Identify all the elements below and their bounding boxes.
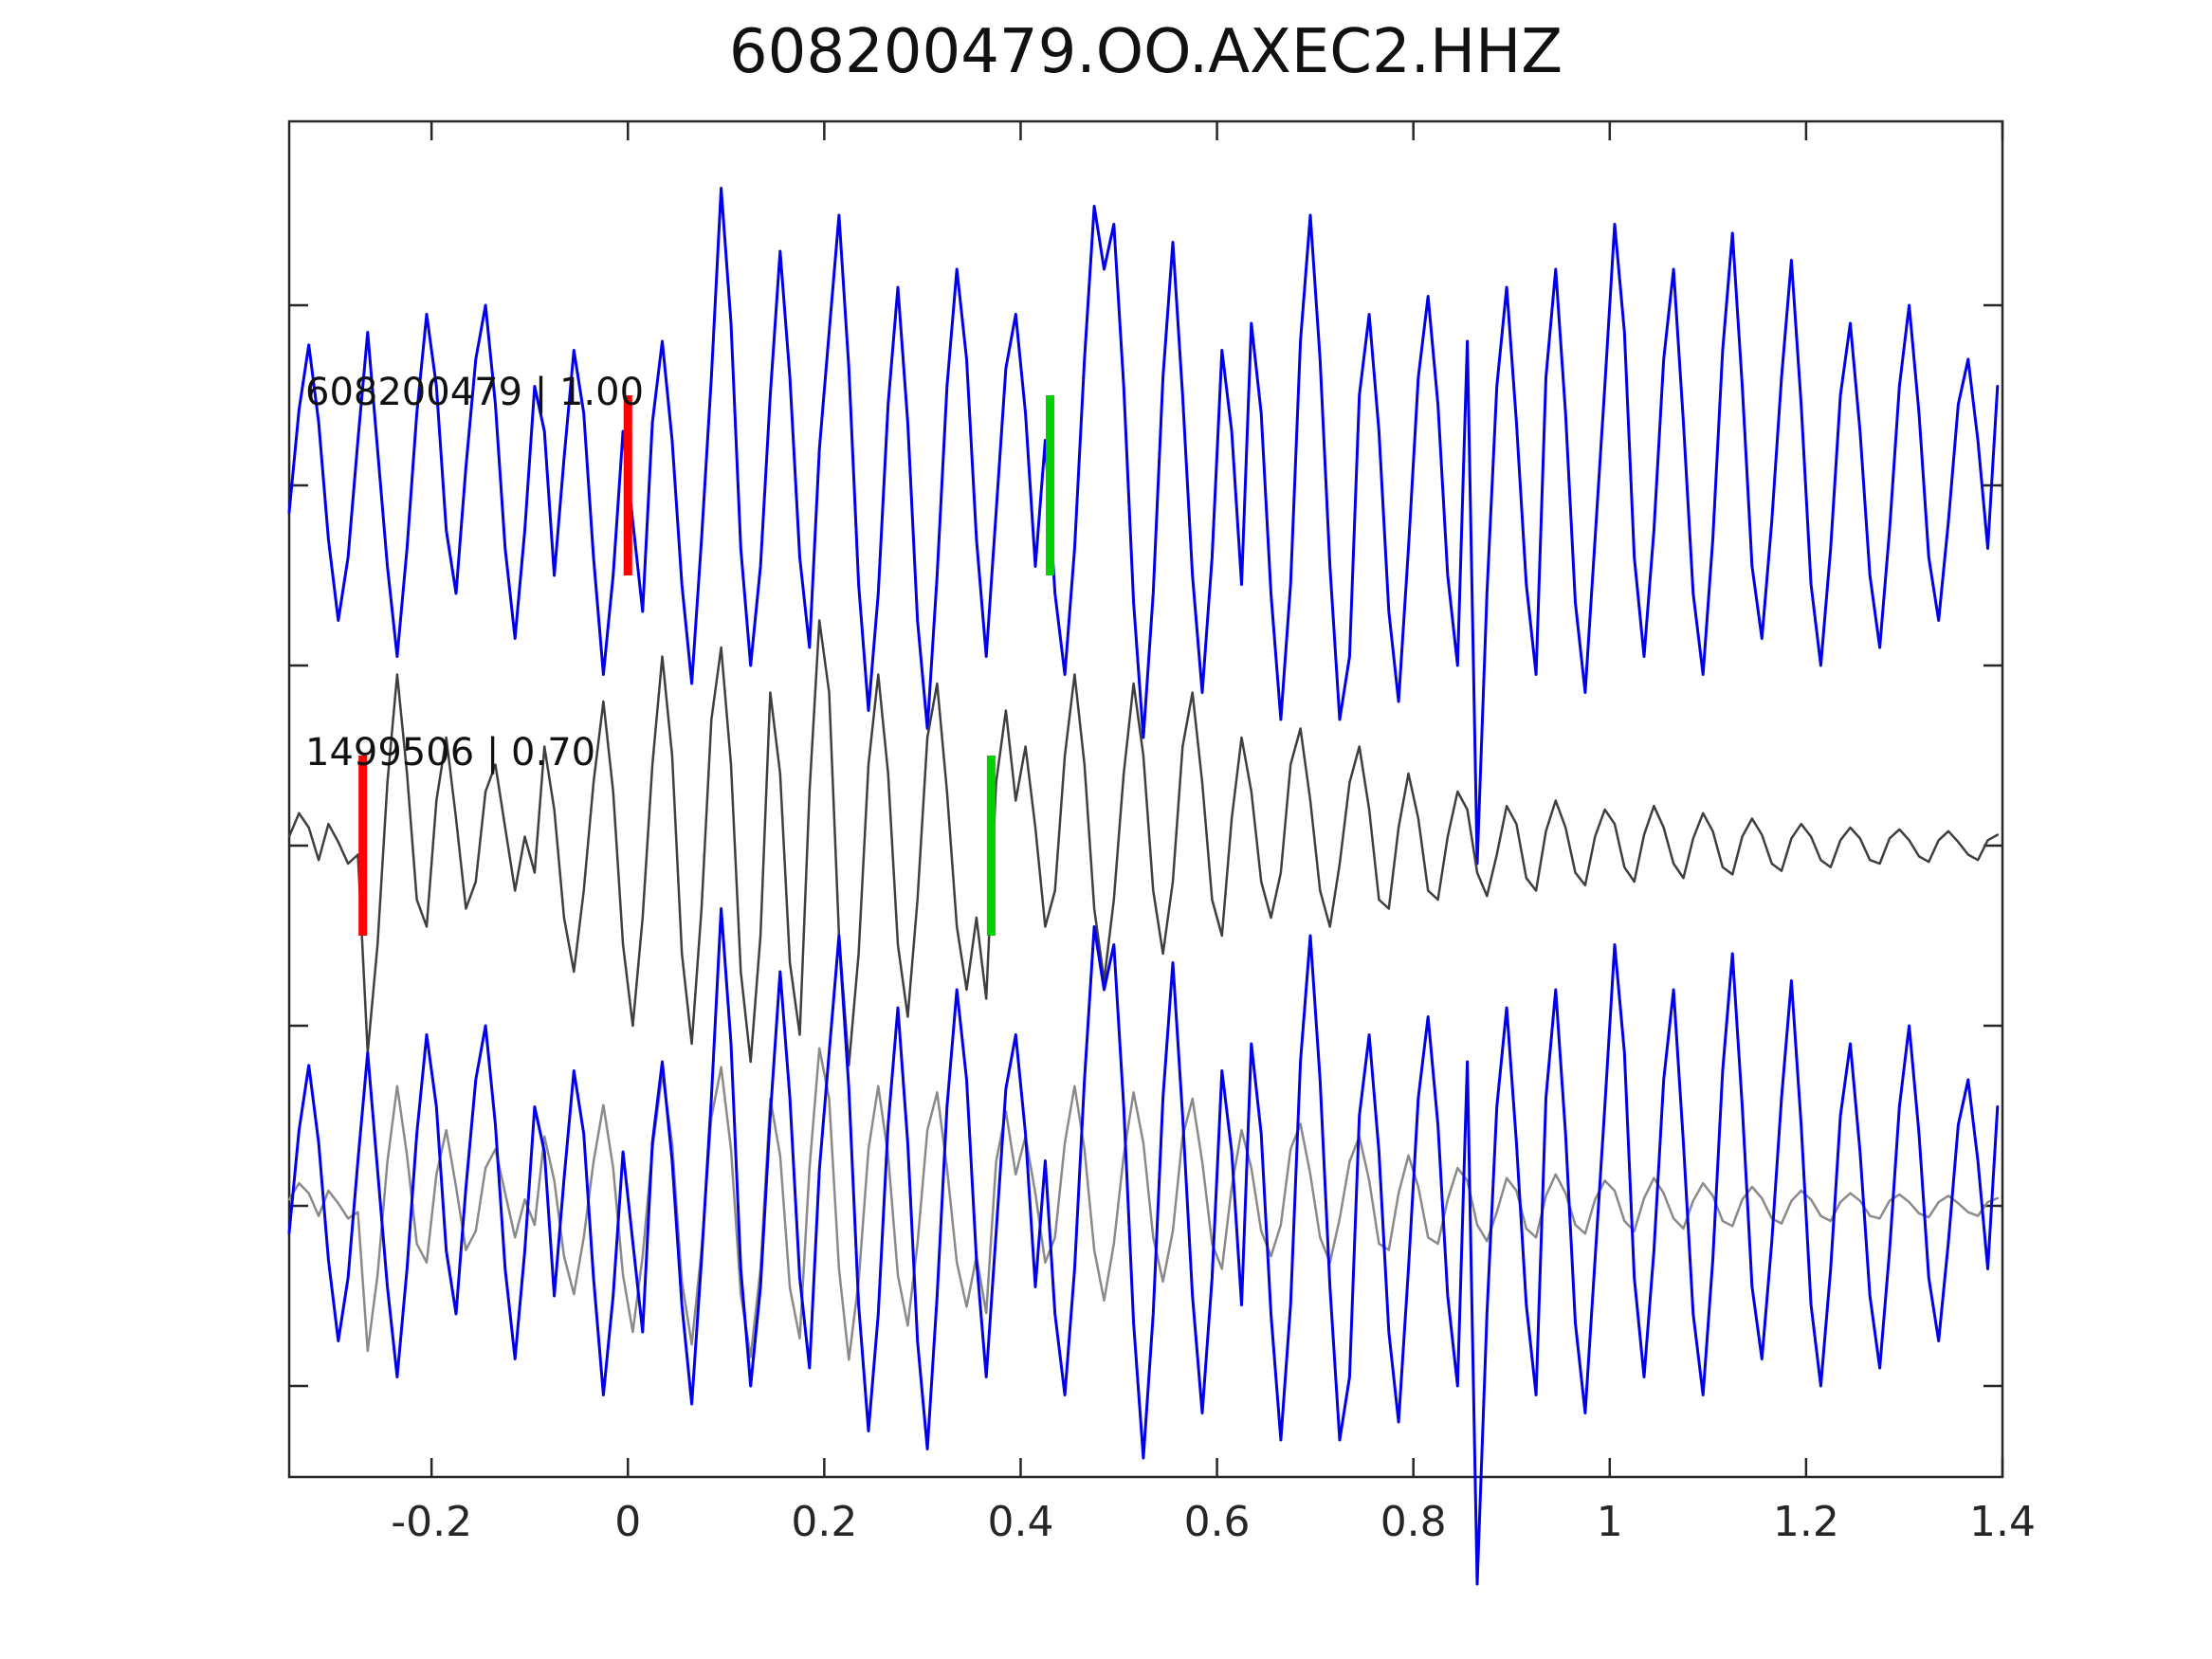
overlay-waveform	[287, 907, 2000, 1586]
detection-waveform	[287, 187, 2000, 866]
x-tick-label: 0.4	[987, 1498, 1053, 1546]
overlay-waveform	[287, 1047, 2000, 1361]
x-tick-label: 1.2	[1773, 1498, 1839, 1546]
plot-title: 608200479.OO.AXEC2.HHZ	[728, 17, 1563, 87]
x-tick-label: 0.6	[1184, 1498, 1251, 1546]
x-tick-label: 0.8	[1380, 1498, 1447, 1546]
x-tick-label: 0.2	[791, 1498, 857, 1546]
x-tick-label: 1.4	[1969, 1498, 2036, 1546]
template-pick-marker	[986, 756, 996, 936]
detection-trace-label: 608200479 | 1.00	[305, 371, 645, 414]
detection-pick-marker	[1046, 395, 1055, 575]
x-tick-label: -0.2	[391, 1498, 472, 1546]
x-tick-label: 1	[1597, 1498, 1623, 1546]
template-pick-marker	[358, 756, 368, 936]
detection-pick-marker	[623, 395, 632, 575]
template-waveform	[287, 619, 2000, 1067]
template-trace-label: 1499506 | 0.70	[305, 731, 596, 775]
x-tick-label: 0	[614, 1498, 641, 1546]
plot-frame	[287, 119, 2004, 1479]
